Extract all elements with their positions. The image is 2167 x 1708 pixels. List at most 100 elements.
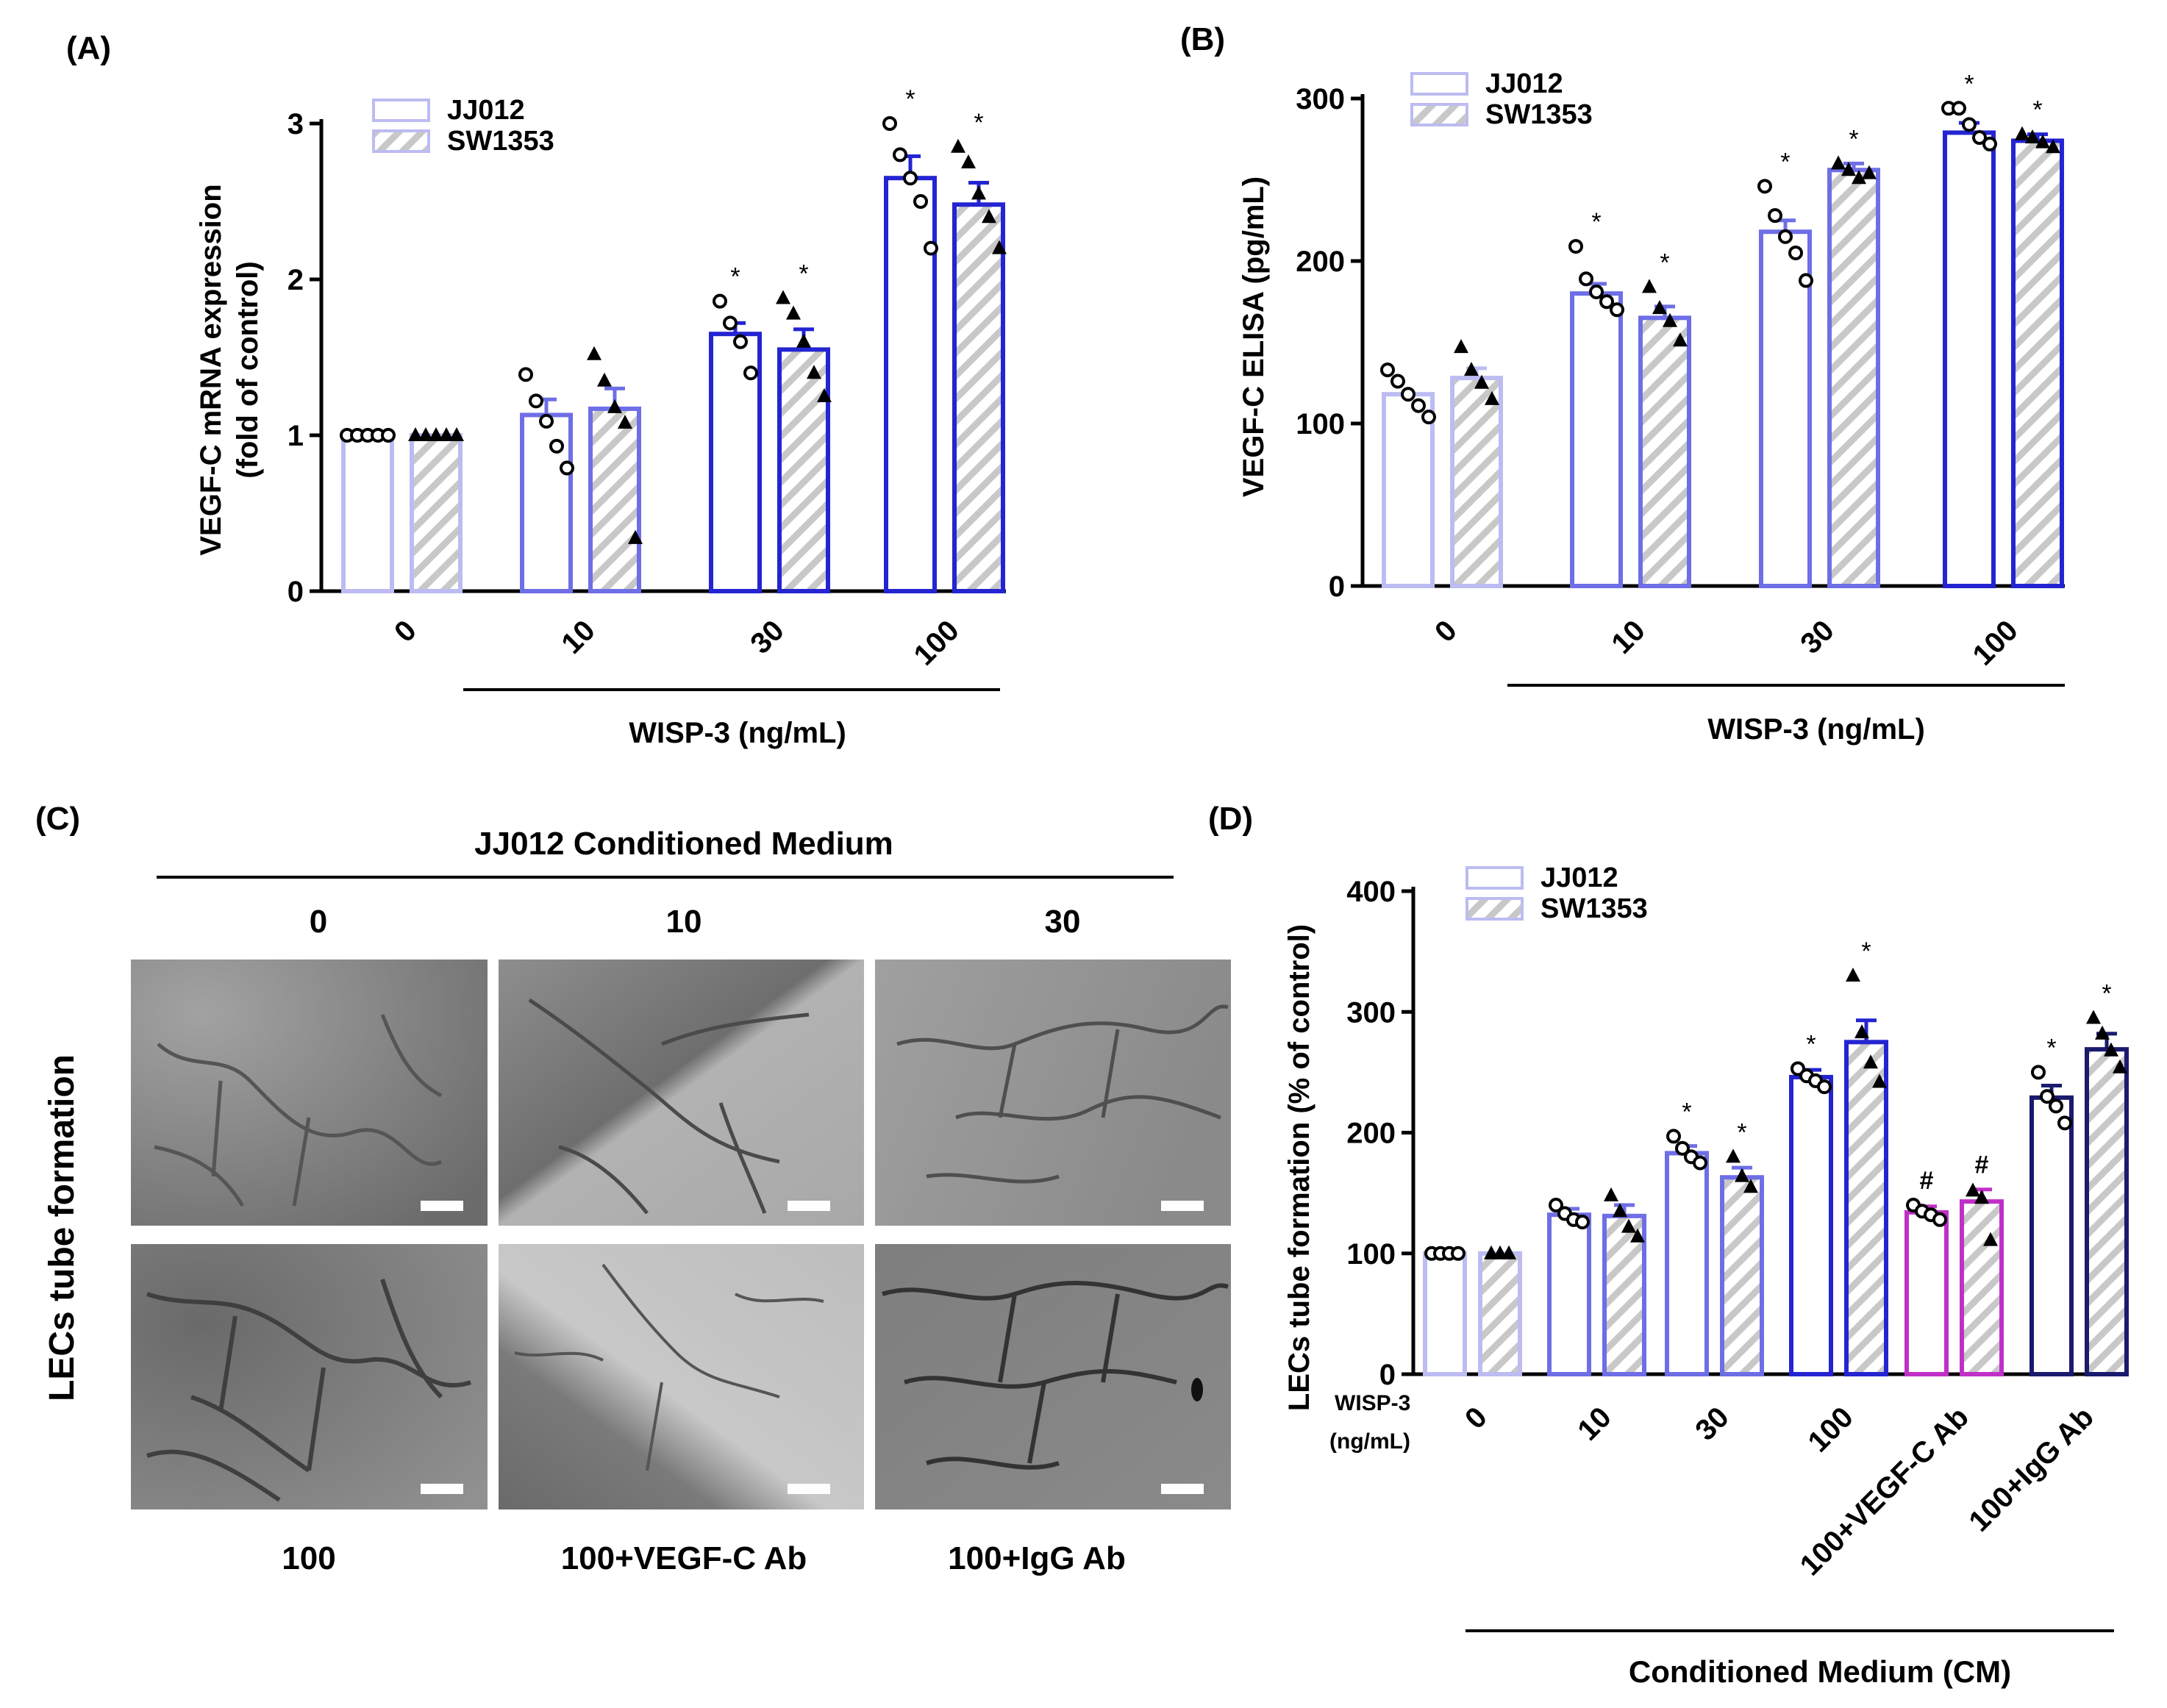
panel-b-annotation: *	[1849, 125, 1858, 153]
panel-d-point-sw1353	[1846, 967, 1860, 982]
panel-d-row-label: WISP-3	[1335, 1391, 1410, 1415]
panel-c-top-label-2: 30	[1045, 904, 1081, 940]
panel-a-y-tick-label: 0	[288, 576, 304, 608]
panel-a-point-sw1353	[439, 427, 454, 441]
panel-d-point-jj012	[1817, 1079, 1832, 1095]
panel-d-point-sw1353	[1872, 1073, 1887, 1088]
panel-d-bar-jj012	[1547, 1212, 1591, 1376]
panel-b-point-jj012	[1972, 130, 1987, 146]
panel-b-point-jj012	[1401, 387, 1415, 402]
panel-a-point-jj012	[882, 116, 897, 131]
micrograph-4	[499, 1244, 864, 1509]
panel-c: (C) JJ012 Conditioned Medium 0 10 30 LEC…	[35, 801, 1231, 1576]
panel-d-point-sw1353	[1630, 1228, 1645, 1243]
panel-d-point-jj012	[1666, 1129, 1681, 1144]
panel-a-point-jj012	[893, 147, 907, 162]
panel-b-point-jj012	[1421, 410, 1436, 425]
panel-b-point-jj012	[1982, 136, 1997, 151]
panel-a-point-sw1353	[807, 365, 821, 379]
panel-d-y-tick-label: 400	[1346, 876, 1396, 908]
panel-d-point-jj012	[1693, 1155, 1707, 1171]
panel-d-annotation: *	[2046, 1034, 2056, 1062]
panel-c-title: JJ012 Conditioned Medium	[474, 826, 893, 862]
panel-b-point-jj012	[1579, 271, 1593, 287]
panel-b-annotation: *	[1660, 249, 1669, 276]
panel-a-point-sw1353	[418, 427, 433, 441]
panel-b-point-sw1353	[2035, 134, 2050, 149]
panel-a-point-sw1353	[449, 427, 464, 441]
panel-d-annotation: *	[1861, 937, 1871, 965]
panel-a-point-jj012	[903, 171, 918, 186]
panel-a-annotation: *	[730, 263, 740, 291]
panel-d-bar-sw1353	[1602, 1213, 1646, 1377]
panel-b-point-jj012	[1599, 294, 1614, 310]
panel-a-point-sw1353	[796, 333, 811, 348]
panel-d-row-label-2: (ng/mL)	[1329, 1429, 1410, 1454]
panel-d-y-tick-label: 300	[1346, 996, 1396, 1029]
panel-b-point-jj012	[1757, 179, 1772, 194]
panel-a-point-jj012	[913, 194, 928, 209]
panel-b-category-label: 100	[1967, 614, 2024, 671]
panel-a-point-sw1353	[971, 185, 986, 200]
panel-d-point-jj012	[1675, 1140, 1690, 1156]
panel-a-legend-label-jj012: JJ012	[447, 95, 525, 126]
panel-a-point-sw1353	[776, 290, 790, 304]
micrograph-3	[131, 1244, 488, 1509]
panel-a-annotation: *	[974, 109, 983, 137]
panel-a-point-jj012	[723, 315, 738, 331]
panel-a-category-label: 30	[744, 614, 790, 660]
panel-a-point-sw1353	[597, 372, 612, 387]
panel-b-point-sw1353	[2046, 139, 2060, 154]
panel-b-point-jj012	[1799, 273, 1813, 288]
panel-d-point-sw1353	[2086, 1010, 2101, 1024]
panel-b-point-sw1353	[1652, 300, 1667, 315]
panel-d-bar-jj012	[1665, 1151, 1709, 1376]
panel-b-annotation: *	[2032, 96, 2042, 124]
panel-b-category-label: 0	[1429, 614, 1463, 648]
panel-d-bar-jj012	[1423, 1251, 1467, 1376]
panel-a-point-jj012	[518, 367, 533, 382]
panel-d-point-sw1353	[1966, 1182, 1980, 1197]
panel-a-point-jj012	[924, 240, 938, 256]
panel-d-bar-sw1353	[1844, 1040, 1888, 1376]
panel-d-ylabel: LECs tube formation (% of control)	[1283, 924, 1315, 1411]
panel-a-bar-jj012	[884, 176, 937, 593]
panel-a-legend-label-sw1353: SW1353	[447, 126, 554, 157]
panel-b-point-jj012	[1390, 374, 1405, 389]
panel-b-point-sw1353	[1454, 339, 1468, 354]
panel-d-legend-label-sw1353: SW1353	[1541, 893, 1648, 924]
panel-a-bar-sw1353	[588, 406, 641, 594]
panel-d-bar-jj012	[2029, 1095, 2074, 1377]
panel-d-y-tick-label: 100	[1346, 1238, 1396, 1271]
panel-a-bar-jj012	[520, 412, 573, 593]
panel-b-point-sw1353	[1831, 155, 1846, 170]
panel-a-point-jj012	[560, 460, 574, 476]
panel-c-bottom-label-2: 100+IgG Ab	[948, 1540, 1126, 1576]
panel-d-point-sw1353	[1502, 1245, 1516, 1259]
panel-b-point-sw1353	[1485, 390, 1499, 405]
panel-b-point-sw1353	[1673, 332, 1688, 347]
panel-d-point-jj012	[2031, 1065, 2046, 1080]
panel-d-category-label: 100	[1802, 1401, 1860, 1458]
panel-b-point-jj012	[1788, 245, 1803, 260]
panel-b-point-sw1353	[1642, 279, 1657, 293]
panel-b-ylabel: VEGF-C ELISA (pg/mL)	[1238, 176, 1270, 497]
panel-a-y-tick-label: 3	[288, 108, 304, 140]
panel-b-y-tick-label: 100	[1296, 408, 1345, 440]
panel-b-group-label: WISP-3 (ng/mL)	[1707, 713, 1925, 746]
panel-b-point-sw1353	[1862, 165, 1877, 179]
panel-c-top-label-0: 0	[310, 904, 327, 940]
panel-d-annotation: *	[2102, 979, 2111, 1007]
panel-d-annotation: *	[1682, 1098, 1691, 1126]
panel-a-point-sw1353	[992, 240, 1007, 254]
panel-a-label: (A)	[66, 30, 111, 66]
panel-d-point-jj012	[2040, 1089, 2054, 1104]
panel-b-point-jj012	[1568, 239, 1583, 254]
panel-c-top-label-1: 10	[666, 904, 702, 940]
panel-a-bar-sw1353	[952, 202, 1005, 593]
